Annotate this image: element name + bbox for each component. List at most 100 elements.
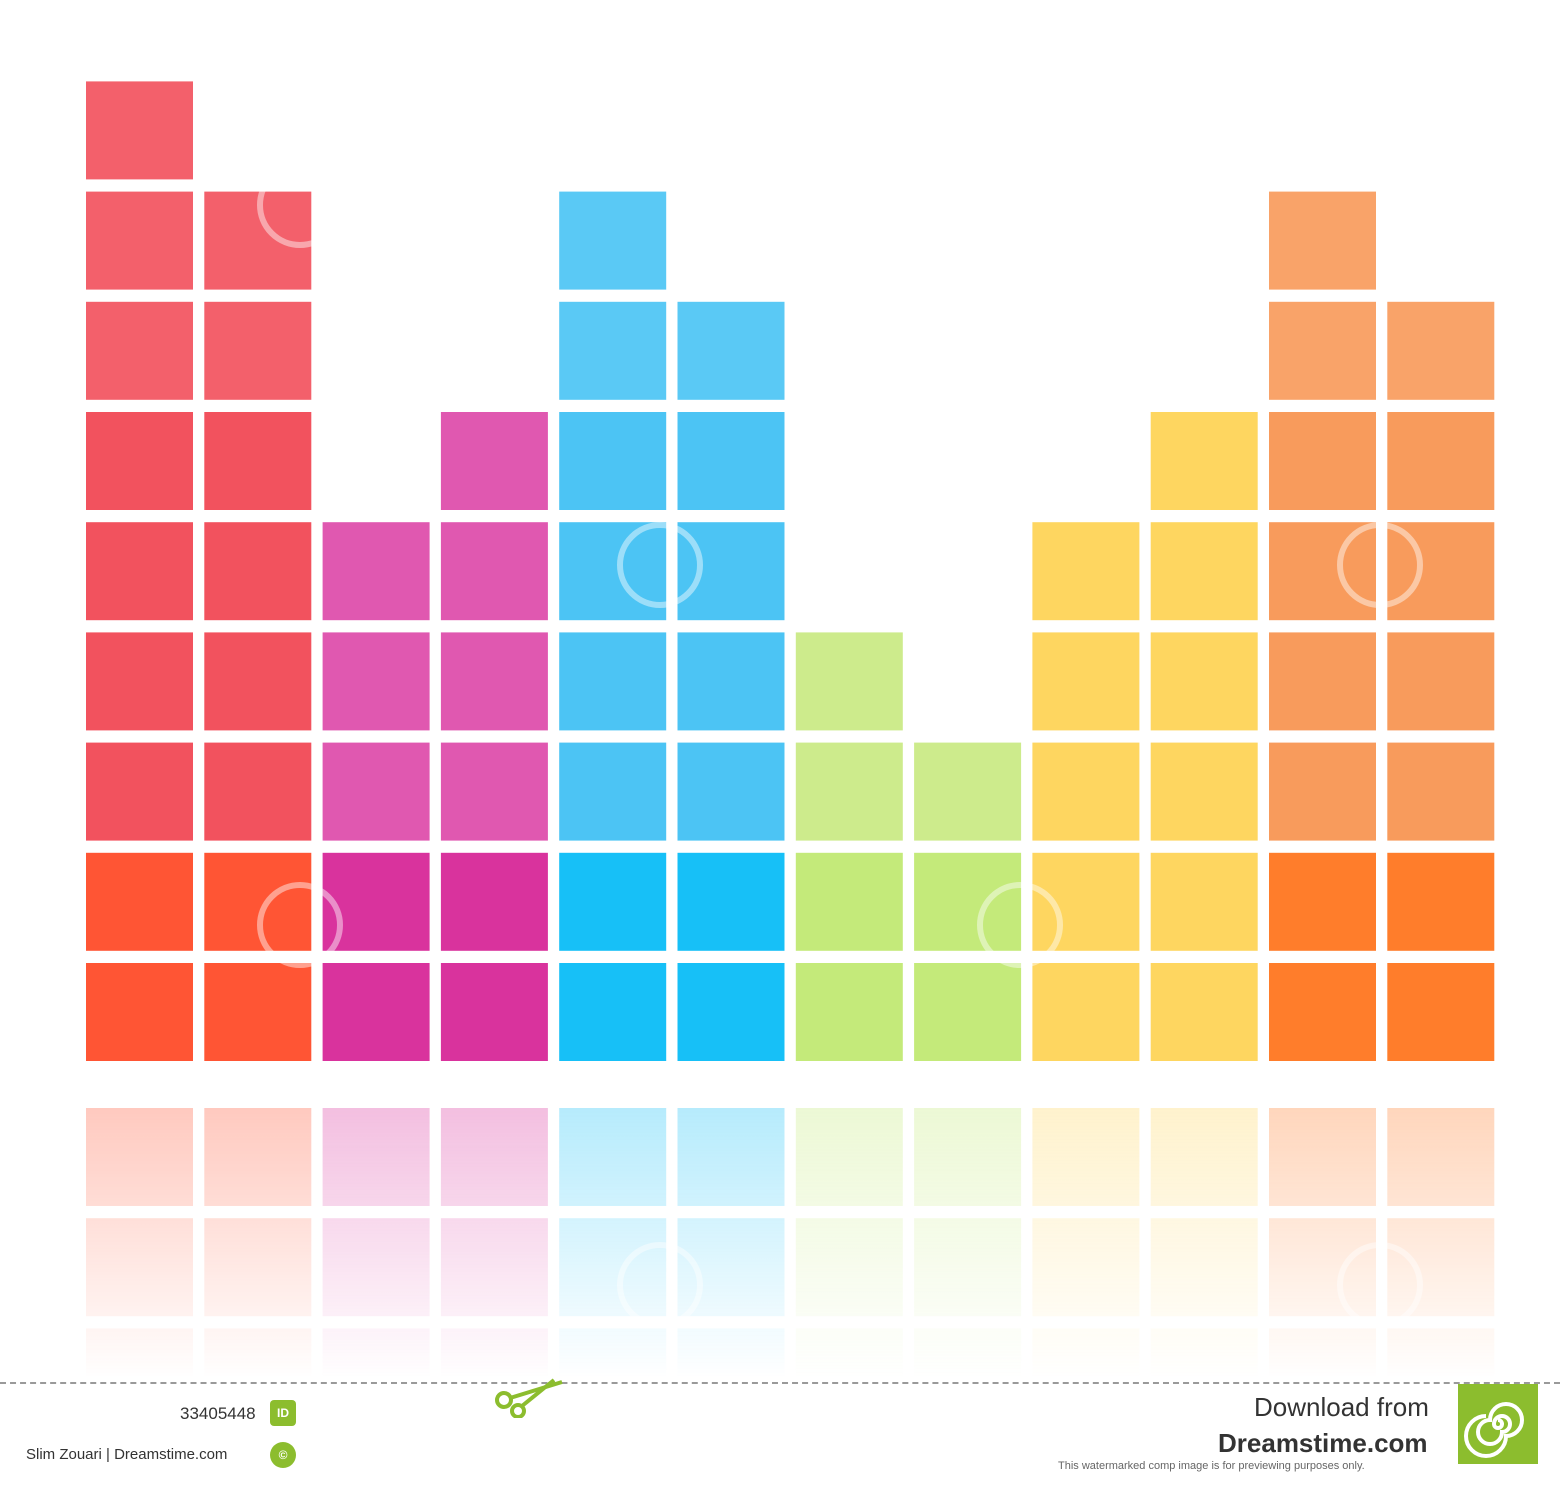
- bar-block: [559, 522, 667, 621]
- bar-block: [204, 301, 312, 400]
- bar-block: [914, 742, 1022, 841]
- reflection-block: [1032, 1218, 1140, 1317]
- bar-block: [1387, 412, 1495, 510]
- watermark-swirl-icon: [617, 1242, 703, 1328]
- reflection-block: [322, 1328, 430, 1378]
- watermark-swirl-icon: [1337, 522, 1423, 608]
- reflection-block: [914, 1108, 1022, 1206]
- bar-block: [1269, 742, 1376, 841]
- preview-note: This watermarked comp image is for previ…: [1058, 1460, 1365, 1472]
- bar-block: [914, 963, 1022, 1061]
- bar-block: [86, 191, 193, 290]
- bar-block: [86, 81, 193, 180]
- bar-block: [914, 852, 1022, 951]
- bar-block: [1150, 742, 1258, 841]
- reflection-block: [86, 1328, 193, 1378]
- stock-footer: ID 33405448 © Slim Zouari | Dreamstime.c…: [0, 1378, 1560, 1488]
- reflection-block: [1387, 1218, 1495, 1317]
- bar-block: [1387, 522, 1495, 621]
- bar-block: [86, 412, 193, 510]
- bar-block: [677, 632, 785, 731]
- bar-block: [86, 852, 193, 951]
- bar-block: [559, 852, 667, 951]
- bar-block: [1269, 412, 1376, 510]
- bar-block: [1032, 742, 1140, 841]
- bar-block: [322, 632, 430, 731]
- bar-block: [204, 852, 312, 951]
- reflection-block: [914, 1218, 1022, 1317]
- reflection-block: [1150, 1218, 1258, 1317]
- id-badge-icon: ID: [270, 1400, 296, 1426]
- bar-block: [204, 522, 312, 621]
- bar-block: [1150, 963, 1258, 1061]
- reflection-block: [1150, 1108, 1258, 1206]
- bar-block: [559, 963, 667, 1061]
- reflection-block: [795, 1218, 903, 1317]
- bar-block: [204, 742, 312, 841]
- reflection-group: [86, 1108, 1495, 1378]
- bar-block: [1032, 632, 1140, 731]
- equalizer-chart: [86, 81, 1495, 1378]
- bar-block: [86, 963, 193, 1061]
- bar-block: [1032, 852, 1140, 951]
- reflection-block: [1387, 1108, 1495, 1206]
- image-id: 33405448: [180, 1404, 256, 1423]
- bar-block: [677, 522, 785, 621]
- bar-block: [795, 852, 903, 951]
- bar-block: [1032, 963, 1140, 1061]
- reflection-block: [440, 1108, 548, 1206]
- bar-block: [1387, 852, 1495, 951]
- reflection-block: [1269, 1108, 1376, 1206]
- reflection-block: [1269, 1328, 1376, 1378]
- bar-block: [677, 963, 785, 1061]
- bar-block: [204, 632, 312, 731]
- reflection-block: [559, 1108, 667, 1206]
- bar-block: [1269, 963, 1376, 1061]
- dreamstime-logo-icon: [1458, 1384, 1538, 1464]
- bar-block: [1387, 632, 1495, 731]
- reflection-block: [322, 1218, 430, 1317]
- bar-block: [322, 963, 430, 1061]
- bar-block: [1150, 852, 1258, 951]
- bar-block: [440, 632, 548, 731]
- bar-block: [1269, 852, 1376, 951]
- bar-block: [322, 742, 430, 841]
- reflection-block: [795, 1108, 903, 1206]
- reflection-block: [86, 1218, 193, 1317]
- credit-text: Slim Zouari | Dreamstime.com: [26, 1446, 228, 1463]
- bar-block: [677, 852, 785, 951]
- reflection-block: [86, 1108, 193, 1206]
- bar-block: [1387, 742, 1495, 841]
- watermark-swirl-icon: [977, 162, 1063, 248]
- bar-block: [322, 852, 430, 951]
- bar-block: [204, 191, 312, 290]
- bars-group: [86, 81, 1495, 1061]
- bar-block: [86, 632, 193, 731]
- reflection-block: [795, 1328, 903, 1378]
- bar-block: [1032, 522, 1140, 621]
- bar-block: [795, 742, 903, 841]
- bar-block: [322, 522, 430, 621]
- reflection-block: [1032, 1328, 1140, 1378]
- bar-block: [86, 522, 193, 621]
- watermark-swirl-icon: [617, 522, 703, 608]
- download-line-2[interactable]: Dreamstime.com: [1218, 1428, 1428, 1458]
- bar-block: [677, 742, 785, 841]
- reflection-block: [559, 1218, 667, 1317]
- reflection-block: [677, 1328, 785, 1378]
- reflection-block: [440, 1218, 548, 1317]
- bar-block: [1269, 191, 1376, 290]
- bar-block: [440, 852, 548, 951]
- bar-block: [559, 742, 667, 841]
- bar-block: [1150, 632, 1258, 731]
- bar-block: [1387, 963, 1495, 1061]
- bar-block: [677, 412, 785, 510]
- reflection-block: [1032, 1108, 1140, 1206]
- bar-block: [1269, 632, 1376, 731]
- reflection-block: [1150, 1328, 1258, 1378]
- reflection-block: [914, 1328, 1022, 1378]
- watermark-swirl-icon: [257, 882, 343, 968]
- bar-block: [559, 191, 667, 290]
- bar-block: [440, 412, 548, 510]
- reflection-block: [204, 1108, 312, 1206]
